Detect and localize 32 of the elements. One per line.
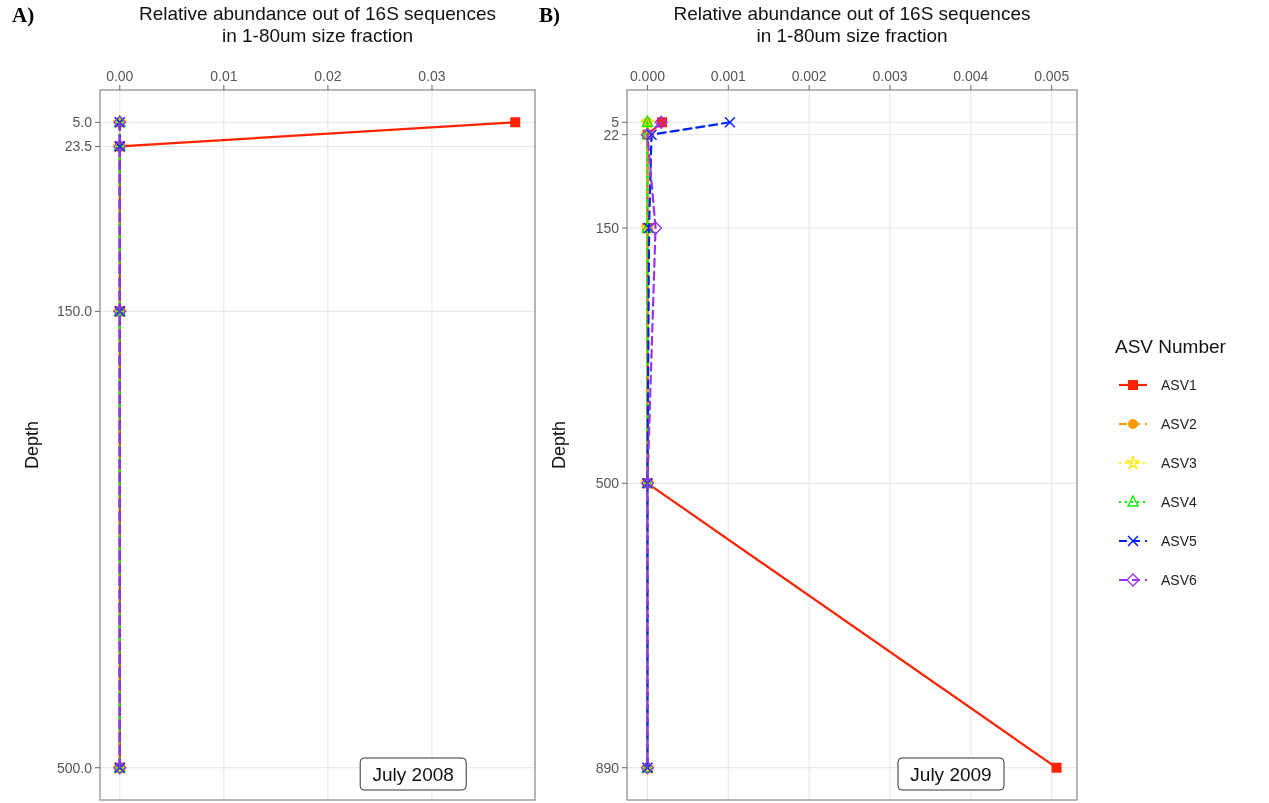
- y-axis-title: Depth: [22, 420, 42, 470]
- x-tick-label: 0.005: [1034, 68, 1070, 84]
- y-tick-label: 500: [595, 475, 620, 492]
- y-tick-label: 5.0: [72, 114, 93, 131]
- x-tick-label: 0.003: [872, 68, 908, 84]
- x-tick-label: 0.000: [629, 68, 666, 84]
- y-tick-label: 23.5: [64, 138, 93, 155]
- x-tick-label: 0.00: [106, 68, 134, 84]
- x-tick-label: 0.02: [314, 68, 342, 84]
- annotation: July 2008: [372, 764, 454, 785]
- legend-label: ASV4: [1161, 494, 1198, 510]
- x-axis-title: Relative abundance out of 16S sequences in 1-80um size fraction: [673, 3, 1031, 46]
- x-tick-label: 0.01: [210, 68, 238, 84]
- x-tick-label: 0.001: [710, 68, 747, 84]
- y-axis-title: Depth: [549, 420, 569, 470]
- legend-label: ASV1: [1161, 377, 1198, 393]
- legend-label: ASV2: [1161, 416, 1198, 432]
- legend-title: ASV Number: [1115, 336, 1227, 357]
- y-tick-label: 150: [595, 220, 620, 237]
- y-tick-label: 890: [595, 759, 620, 776]
- chart-title: B): [539, 3, 561, 27]
- legend-label: ASV3: [1161, 455, 1198, 471]
- x-tick-label: 0.03: [418, 68, 446, 84]
- x-axis-title: Relative abundance out of 16S sequences in 1-80um size fraction: [138, 3, 497, 46]
- x-tick-label: 0.004: [953, 68, 989, 84]
- legend-label: ASV6: [1161, 572, 1198, 588]
- x-tick-label: 0.002: [791, 68, 827, 84]
- legend-label: ASV5: [1161, 533, 1198, 549]
- y-tick-label: 150.0: [56, 303, 93, 320]
- annotation: July 2009: [910, 764, 992, 785]
- chart-title: A): [12, 3, 35, 27]
- y-tick-label: 500.0: [56, 759, 93, 776]
